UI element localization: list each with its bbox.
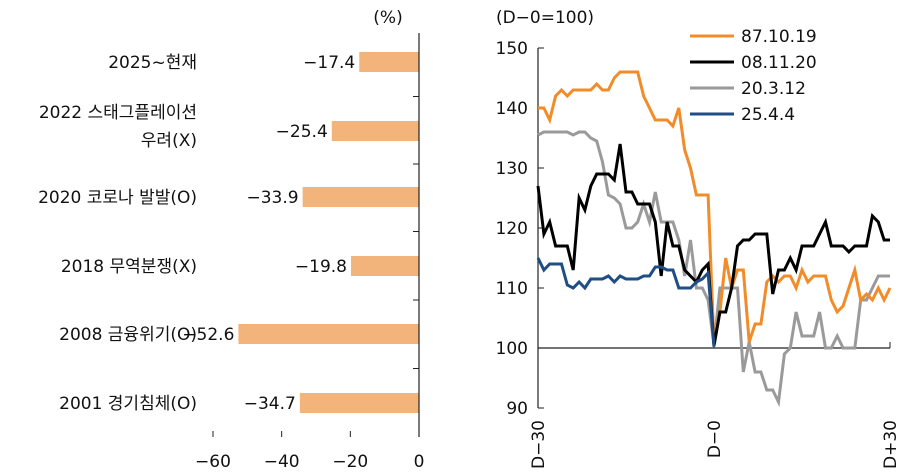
bar: [302, 187, 419, 207]
series-line-25.4.4: [536, 257, 716, 347]
value-labels: −17.4 −25.4 −33.9 −19.8 −52.6 −34.7: [182, 53, 355, 414]
x-axis-ticks: D−30 D−0 D+30: [529, 342, 901, 469]
category-label: 2001 경기침체(O): [59, 394, 197, 414]
series-lines: [536, 70, 892, 408]
y-axis-ticks: 90 100 110 120 130 140 150: [496, 39, 544, 419]
category-label: 2022 스태그플레이션: [39, 103, 197, 123]
unit-label: (%): [373, 8, 402, 28]
legend-label: 87.10.19: [741, 27, 817, 47]
value-label: −33.9: [247, 188, 299, 208]
y-tick-label: 140: [496, 99, 528, 119]
category-label: 2018 무역분쟁(X): [61, 257, 197, 277]
x-tick-label: D+30: [881, 420, 901, 469]
y-tick-label: 100: [496, 339, 528, 359]
category-label: 2008 금융위기(O): [59, 325, 197, 345]
y-tick-label: 120: [496, 219, 528, 239]
category-label: 2020 코로나 발발(O): [38, 188, 197, 208]
bar: [238, 324, 419, 344]
bars: [238, 52, 419, 413]
y-tick-label: 130: [496, 159, 528, 179]
y-axis-label: (D−0=100): [496, 8, 594, 28]
x-tick-label: D−30: [529, 420, 549, 469]
value-label: −34.7: [244, 394, 296, 414]
bar: [351, 256, 419, 276]
bar: [331, 121, 419, 141]
bar: [359, 52, 419, 72]
legend-label: 25.4.4: [741, 105, 795, 125]
x-tick-label: −60: [195, 452, 231, 472]
series-line-20.3.12: [537, 130, 890, 408]
x-axis-ticks: −60 −40 −20 0: [195, 96, 425, 472]
value-label: −19.8: [295, 257, 347, 277]
y-tick-label: 90: [506, 399, 528, 419]
legend: 87.10.19 08.11.20 20.3.12 25.4.4: [690, 27, 817, 125]
bar: [299, 393, 419, 413]
y-tick-label: 110: [496, 279, 528, 299]
category-label: 2025~현재: [108, 53, 197, 73]
x-tick-label: −20: [332, 452, 368, 472]
x-tick-label: −40: [264, 452, 300, 472]
value-label: −25.4: [276, 122, 328, 142]
x-tick-label: D−0: [705, 420, 725, 458]
value-label: −52.6: [182, 325, 234, 345]
category-label: 우려(X): [141, 131, 197, 151]
line-chart: (D−0=100) 90 100 110 120 130 140 150 D−30 D−0 D+…: [496, 8, 901, 469]
x-tick-label: 0: [414, 452, 425, 472]
legend-label: 08.11.20: [741, 53, 817, 73]
value-label: −17.4: [303, 53, 355, 73]
y-tick-label: 150: [496, 39, 528, 59]
legend-label: 20.3.12: [741, 79, 806, 99]
